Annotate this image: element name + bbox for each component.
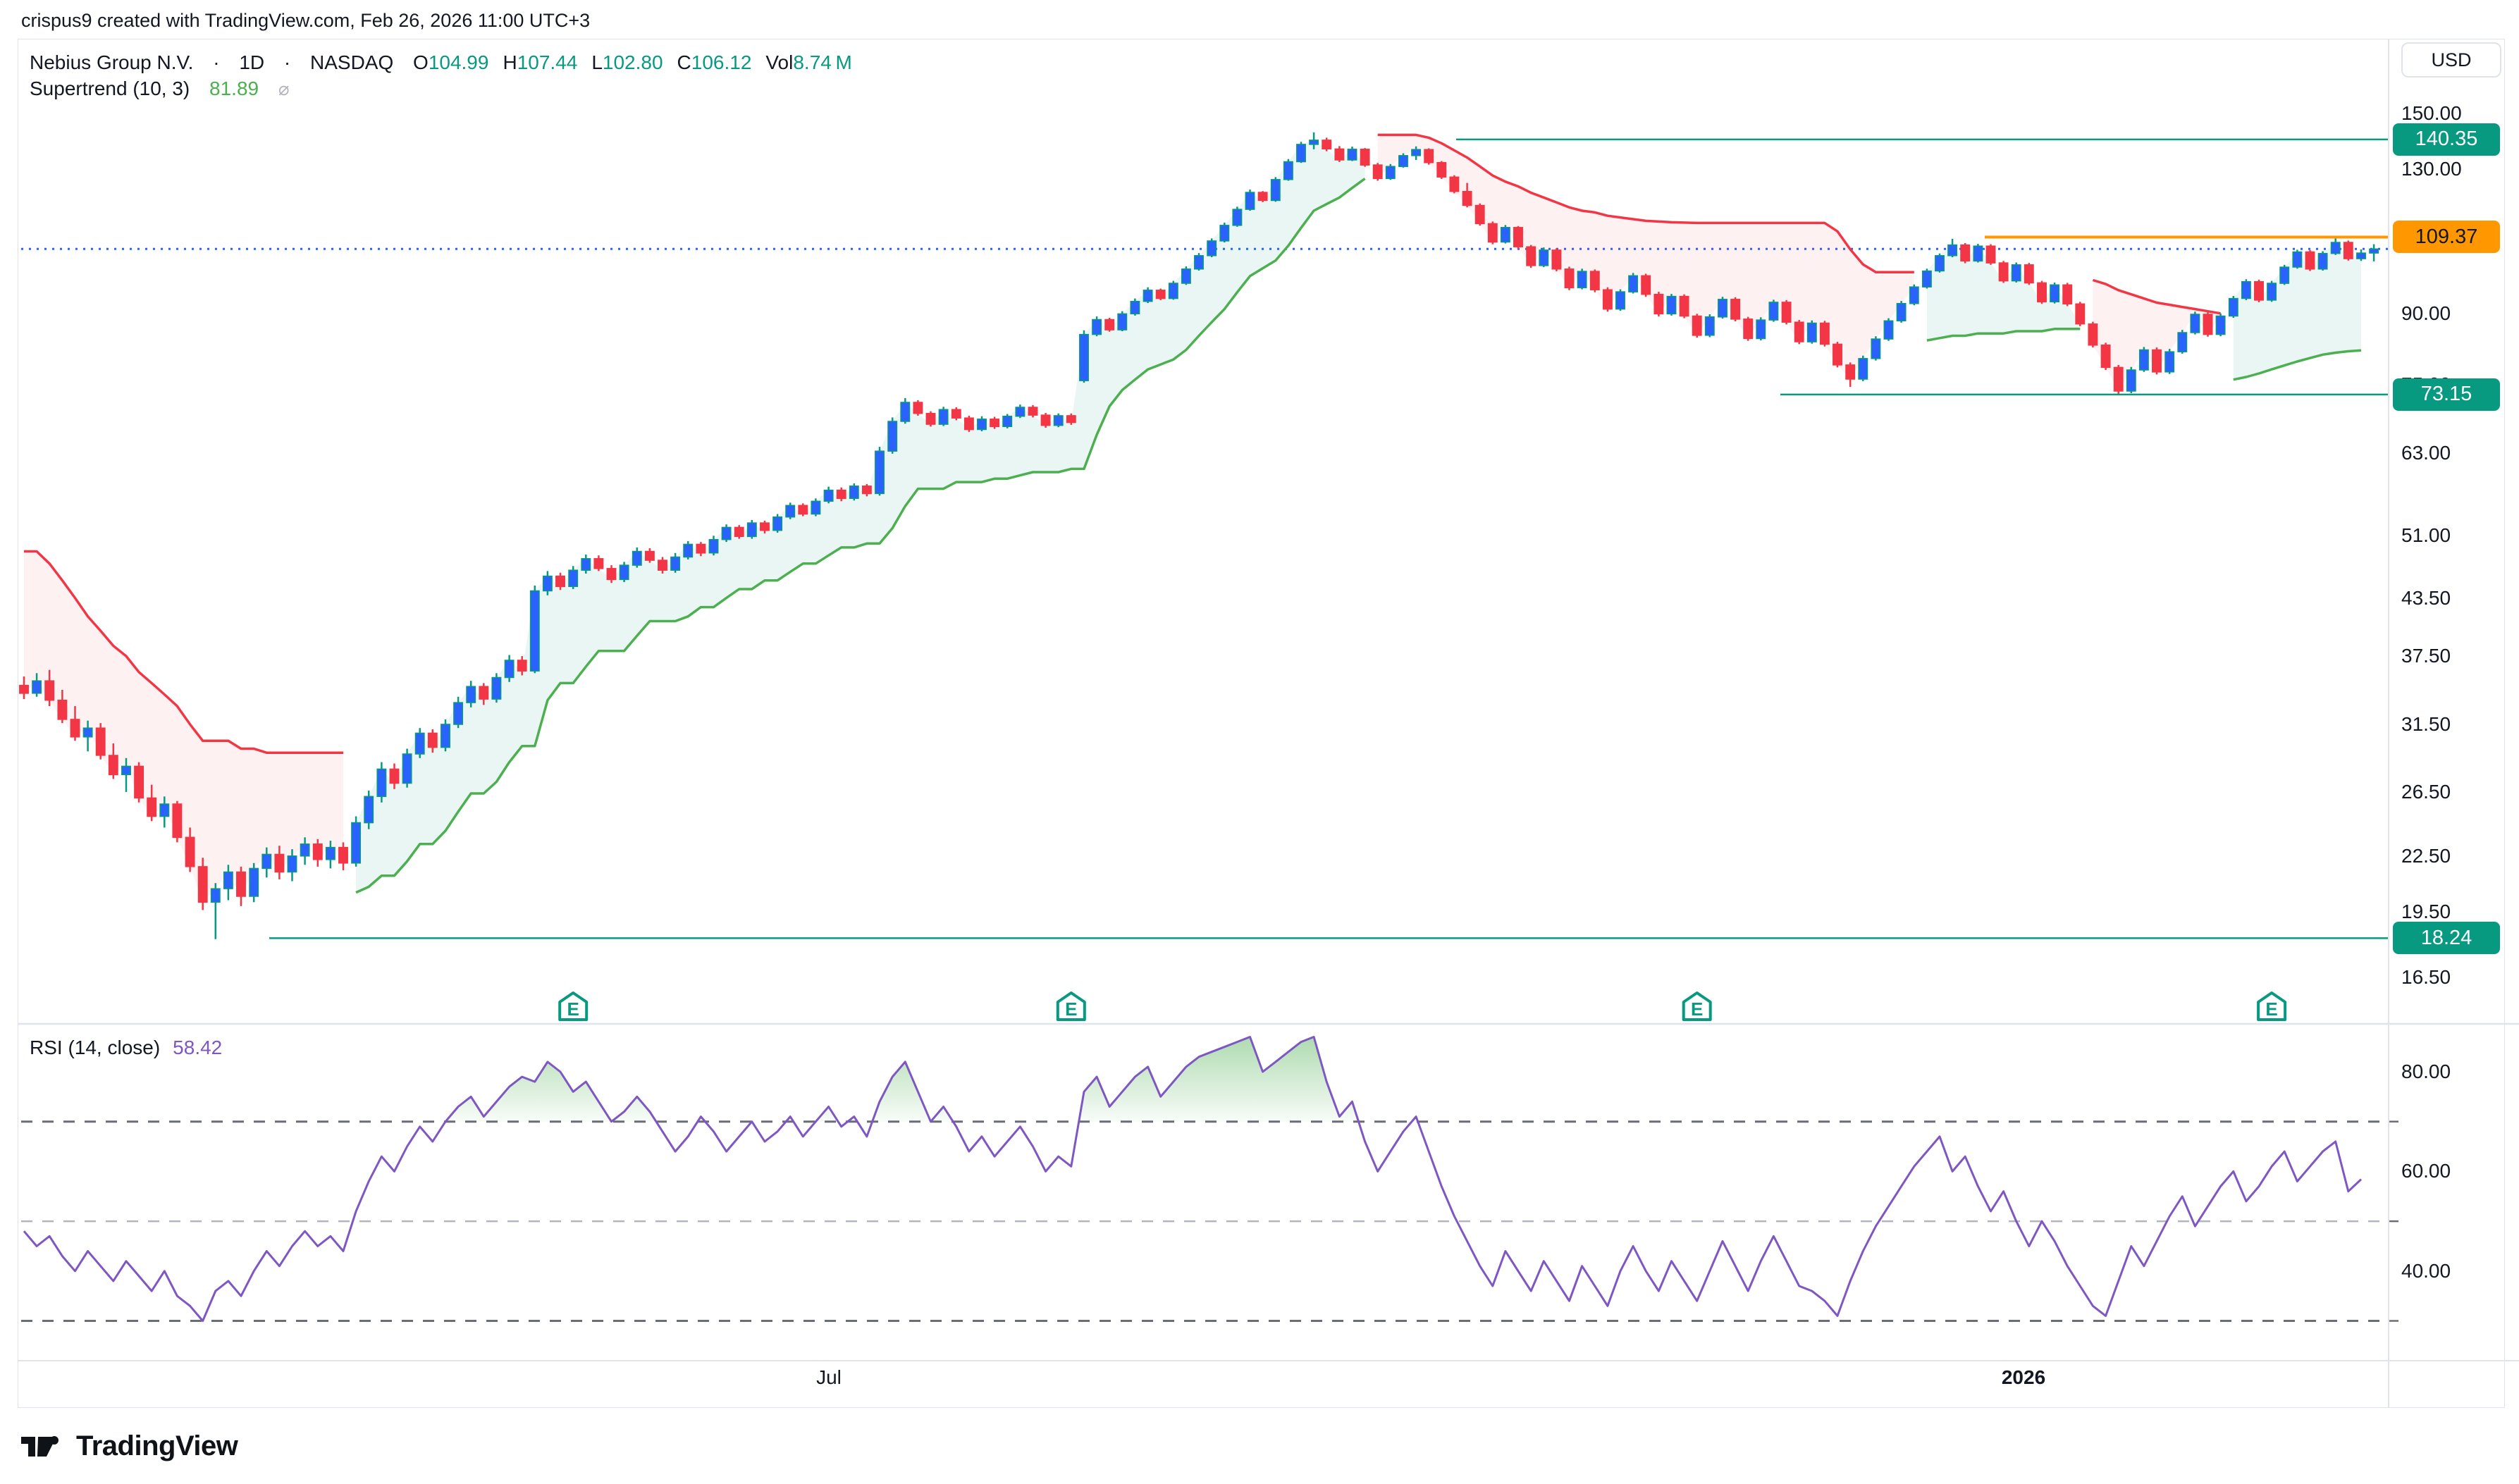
symbol-name: Nebius Group N.V.: [30, 51, 194, 73]
price-tick-label: 16.50: [2401, 966, 2451, 989]
supertrend-fill: [2233, 242, 2361, 380]
rsi-title: RSI (14, close): [30, 1037, 161, 1058]
price-level-badge-73.15: 73.15: [2393, 378, 2500, 411]
indicator-value: 81.89: [209, 78, 259, 99]
price-tick-label: 26.50: [2401, 780, 2451, 803]
rsi-tick-label: 60.00: [2401, 1160, 2451, 1182]
ohlc-label: L: [591, 51, 603, 73]
indicator-legend-row[interactable]: Supertrend (10, 3) 81.89 ⌀: [30, 75, 852, 102]
exchange-label: NASDAQ: [310, 51, 394, 73]
supertrend-fill: [2093, 280, 2221, 391]
price-tick-label: 43.50: [2401, 586, 2451, 609]
time-label-2026: 2026: [2001, 1366, 2046, 1388]
price-tick-label: 90.00: [2401, 302, 2451, 324]
separator-dot: ·: [213, 51, 220, 73]
chart-widget: E E E E Nebius Group N.V. · 1D · NASDAQ …: [18, 39, 2519, 1408]
rsi-overbought-fill: [611, 1096, 656, 1122]
separator-dot: ·: [283, 51, 291, 73]
brand-name: TradingView: [76, 1430, 238, 1461]
ohlc-value: 8.74 M: [793, 51, 852, 73]
interval-label[interactable]: 1D: [239, 51, 265, 73]
tradingview-logo[interactable]: TradingView: [20, 1430, 238, 1462]
supertrend-line: [2233, 349, 2362, 381]
rsi-tick-label: 40.00: [2401, 1259, 2451, 1282]
pane-separator[interactable]: [18, 1021, 2519, 1027]
ohlc-label: C: [677, 51, 691, 73]
currency-button[interactable]: USD: [2401, 42, 2501, 78]
ohlc-value: 106.12: [691, 51, 752, 73]
rsi-overbought-fill: [445, 1061, 612, 1122]
tradingview-glyph-icon: [21, 1435, 58, 1457]
supertrend-line: [1377, 133, 1914, 273]
ohlc-value: 102.80: [602, 51, 663, 73]
rsi-overbought-fill: [1078, 1037, 1359, 1122]
earnings-icon[interactable]: E: [2257, 991, 2287, 1021]
ohlc-label: Vol: [765, 51, 794, 73]
supertrend-fill: [1377, 135, 1914, 379]
price-level-badge-109.37: 109.37: [2393, 221, 2500, 254]
ohlc-value: 104.99: [428, 51, 489, 73]
price-tick-label: 22.50: [2401, 844, 2451, 867]
price-level-badge-140.35: 140.35: [2393, 123, 2500, 156]
supertrend-fill: [24, 551, 343, 903]
supertrend-line: [355, 178, 1366, 894]
rsi-overbought-fill: [872, 1061, 931, 1122]
chart-legend: Nebius Group N.V. · 1D · NASDAQ O104.99 H…: [30, 49, 852, 102]
supertrend-fill: [1926, 245, 2081, 341]
price-tick-label: 130.00: [2401, 158, 2462, 180]
time-label-jul: Jul: [816, 1366, 842, 1388]
svg-text:E: E: [567, 998, 579, 1020]
ohlc-value: 107.44: [517, 51, 578, 73]
price-tick-label: 63.00: [2401, 441, 2451, 464]
price-tick-label: 31.50: [2401, 712, 2451, 735]
rsi-overbought-fill: [815, 1106, 839, 1122]
candlesticks: [19, 132, 2379, 939]
supertrend-line: [2092, 278, 2221, 315]
rsi-line: [23, 1036, 2363, 1322]
ohlc-label: O: [413, 51, 429, 73]
price-tick-label: 37.50: [2401, 645, 2451, 667]
rsi-value: 58.42: [173, 1037, 223, 1058]
supertrend-line: [1926, 328, 2081, 342]
rsi-tick-label: 80.00: [2401, 1061, 2451, 1082]
symbol-legend-row[interactable]: Nebius Group N.V. · 1D · NASDAQ O104.99 H…: [30, 49, 852, 75]
svg-text:E: E: [1691, 998, 1703, 1020]
chart-canvas[interactable]: E E E E: [18, 39, 2519, 1409]
svg-text:E: E: [1065, 998, 1077, 1020]
rsi-legend-row[interactable]: RSI (14, close) 58.42: [30, 1037, 222, 1059]
rsi-overbought-fill: [930, 1106, 954, 1122]
price-level-badge-18.24: 18.24: [2393, 922, 2500, 955]
earnings-icon[interactable]: E: [1056, 991, 1086, 1021]
price-tick-label: 19.50: [2401, 901, 2451, 923]
ohlc-label: H: [503, 51, 517, 73]
earnings-icon[interactable]: E: [558, 991, 589, 1021]
svg-text:E: E: [2265, 998, 2277, 1020]
earnings-icon[interactable]: E: [1682, 991, 1712, 1021]
price-tick-label: 150.00: [2401, 101, 2462, 124]
indicator-source-icon: ⌀: [278, 78, 290, 99]
supertrend-line: [24, 550, 343, 754]
credit-line: crispus9 created with TradingView.com, F…: [21, 10, 591, 31]
price-tick-label: 51.00: [2401, 524, 2451, 547]
indicator-name: Supertrend (10, 3): [30, 78, 190, 99]
